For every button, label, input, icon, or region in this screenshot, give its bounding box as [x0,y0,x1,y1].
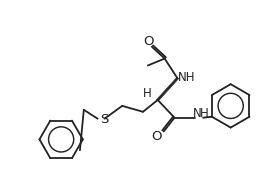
Text: O: O [151,130,162,143]
Text: N: N [193,107,202,120]
Text: O: O [144,35,154,48]
Text: H: H [200,107,208,120]
Text: NH: NH [178,71,195,84]
Text: H: H [143,87,151,100]
Text: S: S [100,113,109,126]
